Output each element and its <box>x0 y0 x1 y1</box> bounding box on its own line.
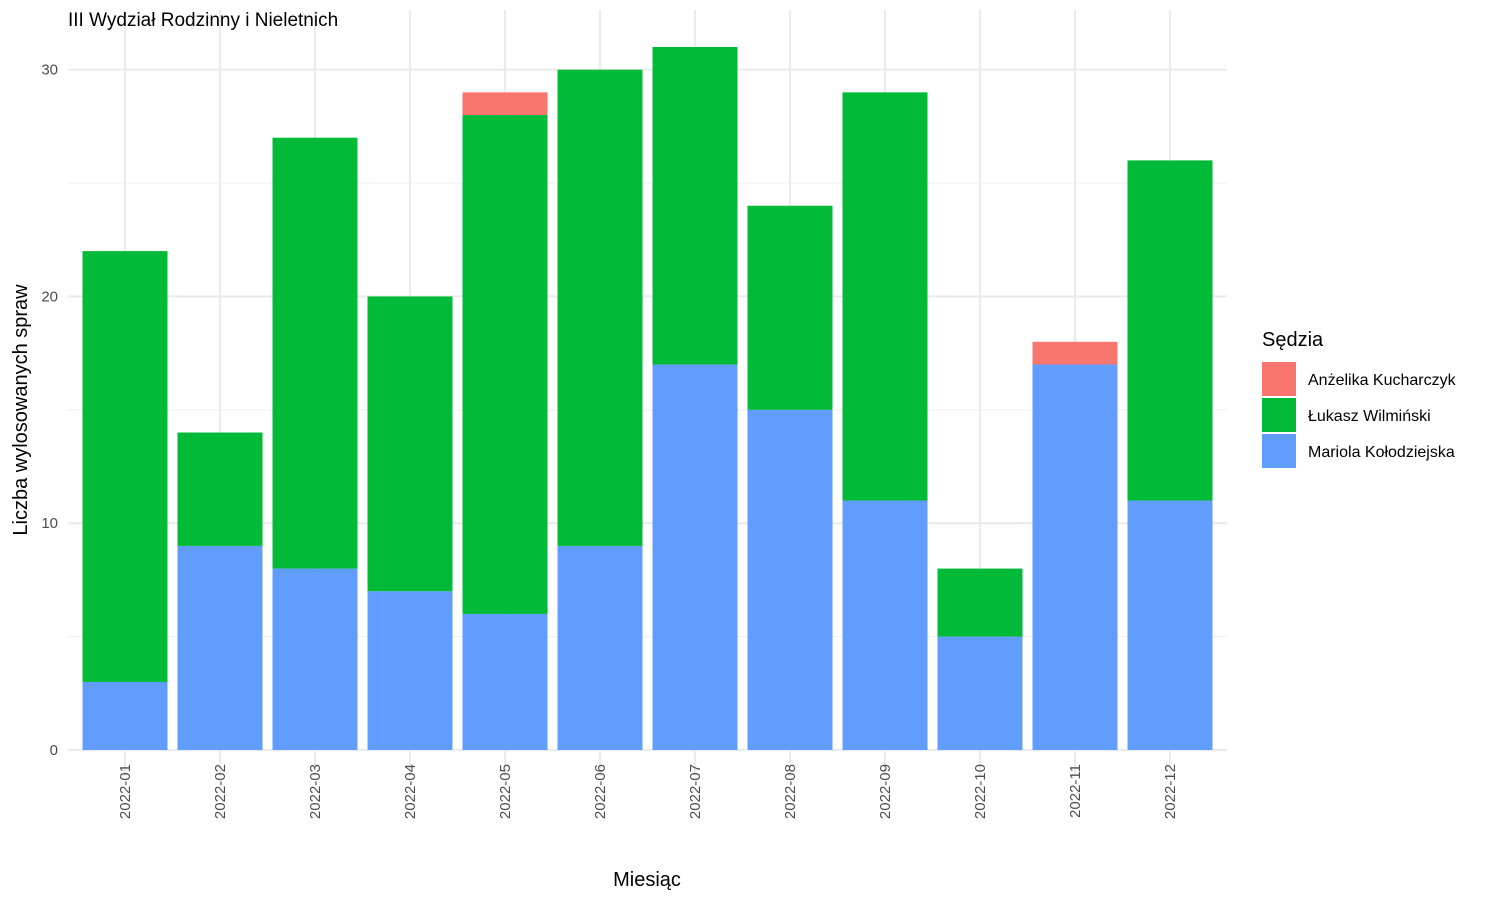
x-tick-label: 2022-12 <box>1162 764 1179 819</box>
x-axis-title: Miesiąc <box>613 869 681 891</box>
x-tick-label: 2022-03 <box>307 764 324 819</box>
x-tick-label: 2022-11 <box>1067 764 1084 818</box>
legend-label: Anżelika Kucharczyk <box>1308 372 1457 389</box>
legend-label: Mariola Kołodziejska <box>1308 444 1455 461</box>
bar-segment-2022-10-series-1 <box>937 568 1023 637</box>
chart-title: III Wydział Rodzinny i Nieletnich <box>68 10 338 31</box>
x-tick-label: 2022-10 <box>972 764 989 819</box>
bar-segment-2022-05-series-2 <box>462 92 548 116</box>
bar-segment-2022-12-series-0 <box>1127 500 1213 750</box>
x-tick-label: 2022-02 <box>212 764 229 819</box>
bar-segment-2022-04-series-0 <box>367 591 453 750</box>
bar-segment-2022-06-series-1 <box>557 69 643 546</box>
bar-segment-2022-08-series-0 <box>747 409 833 750</box>
x-tick-label: 2022-08 <box>782 764 799 819</box>
bar-segment-2022-01-series-1 <box>82 251 168 682</box>
y-axis-title: Liczba wylosowanych spraw <box>10 284 32 536</box>
bar-segment-2022-04-series-1 <box>367 296 453 592</box>
bar-segment-2022-05-series-0 <box>462 613 548 750</box>
x-tick-label: 2022-05 <box>497 764 514 819</box>
x-tick-label: 2022-06 <box>592 764 609 819</box>
bar-segment-2022-01-series-0 <box>82 681 168 750</box>
bar-segment-2022-11-series-2 <box>1032 341 1118 365</box>
bar-segment-2022-08-series-1 <box>747 205 833 410</box>
legend-key <box>1262 434 1296 468</box>
x-tick-label: 2022-07 <box>687 764 704 819</box>
bar-segment-2022-07-series-0 <box>652 364 738 750</box>
bar-segment-2022-11-series-0 <box>1032 364 1118 750</box>
x-tick-label: 2022-09 <box>877 764 894 819</box>
legend-key <box>1262 398 1296 432</box>
legend-title: Sędzia <box>1262 329 1324 351</box>
bar-segment-2022-07-series-1 <box>652 47 738 365</box>
y-tick-label: 30 <box>41 62 58 79</box>
bar-segment-2022-03-series-1 <box>272 137 358 569</box>
y-axis: 0 10 20 30 <box>41 62 58 759</box>
x-tick-label: 2022-01 <box>117 764 134 819</box>
x-tick-label: 2022-04 <box>402 764 419 819</box>
y-tick-label: 10 <box>41 515 58 532</box>
bar-segment-2022-12-series-1 <box>1127 160 1213 501</box>
y-tick-label: 20 <box>41 288 58 305</box>
bar-segment-2022-10-series-0 <box>937 636 1023 750</box>
bar-segment-2022-02-series-1 <box>177 432 263 546</box>
x-axis: 2022-01 2022-02 2022-03 2022-04 2022-05 2022-… <box>117 764 1179 819</box>
y-tick-label: 0 <box>50 742 58 759</box>
legend: Sędzia Anżelika Kucharczyk Łukasz Wilmińs… <box>1262 329 1457 468</box>
bar-segment-2022-06-series-0 <box>557 545 643 750</box>
bar-segment-2022-02-series-0 <box>177 545 263 750</box>
legend-key <box>1262 362 1296 396</box>
legend-label: Łukasz Wilmiński <box>1308 408 1431 425</box>
bar-segment-2022-09-series-1 <box>842 92 928 501</box>
bar-segment-2022-09-series-0 <box>842 500 928 750</box>
bar-segment-2022-03-series-0 <box>272 568 358 750</box>
bars-layer <box>82 47 1213 750</box>
bar-segment-2022-05-series-1 <box>462 115 548 614</box>
